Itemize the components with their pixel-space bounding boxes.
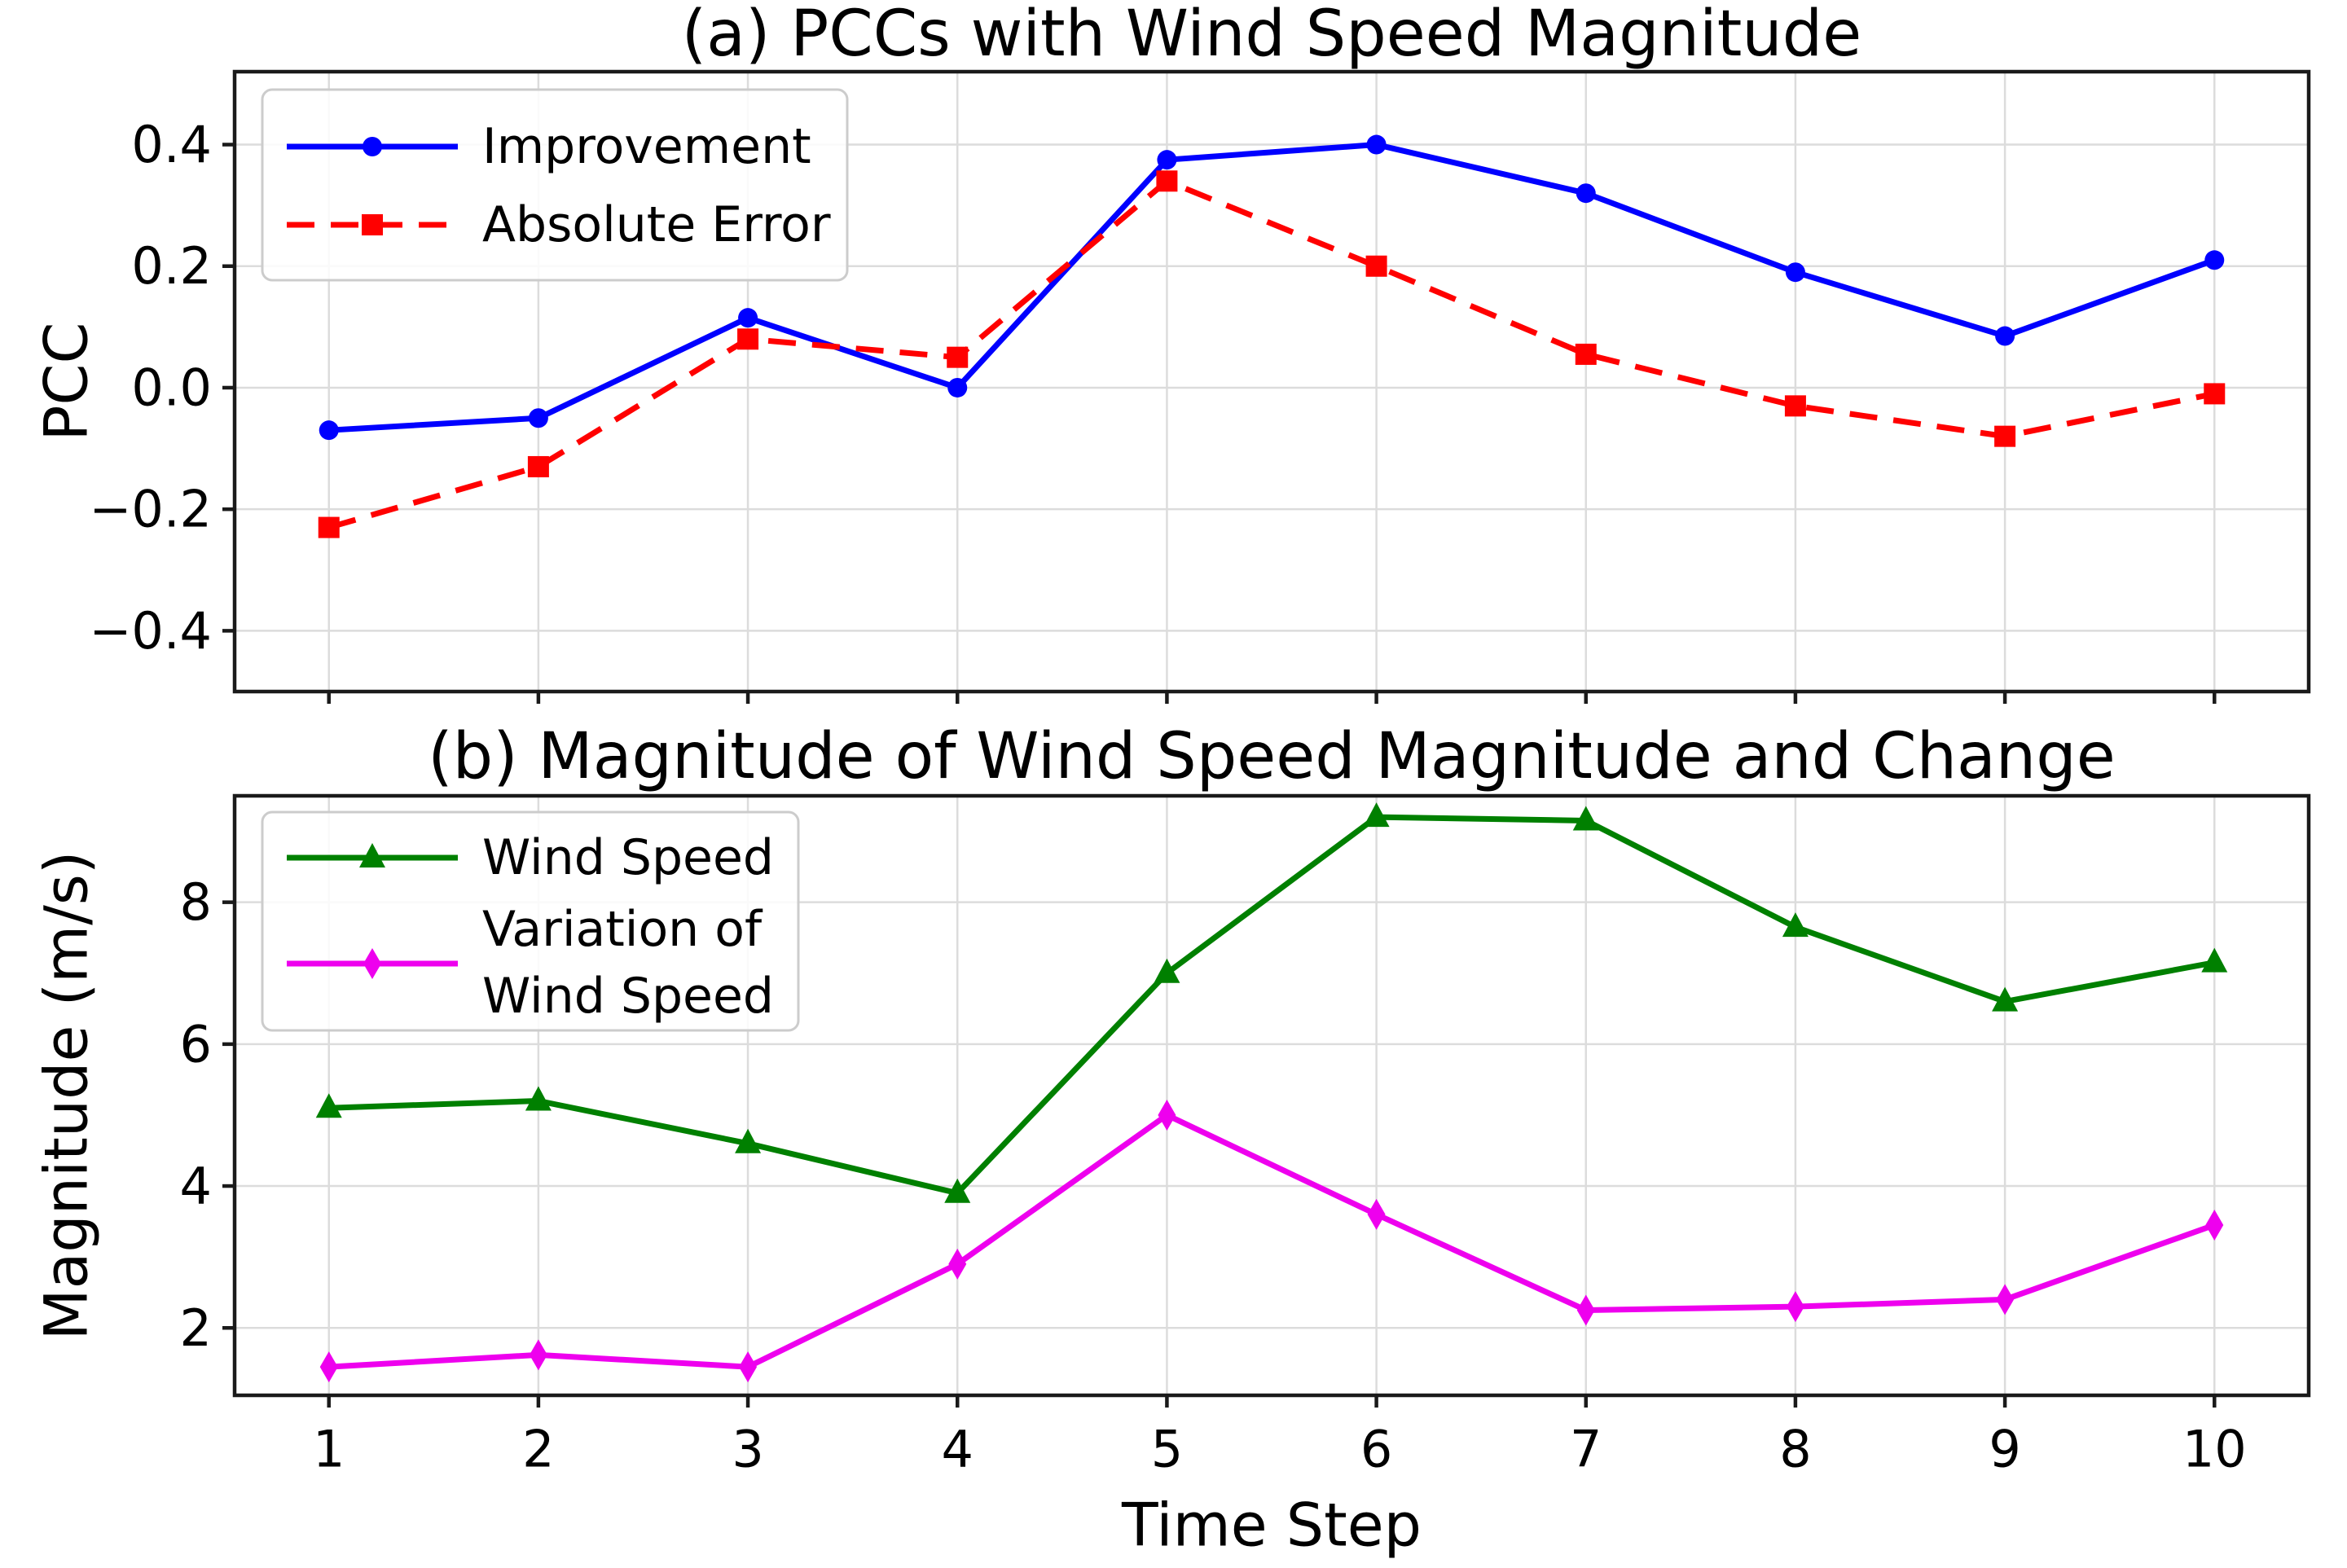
series-wind-speed — [315, 802, 2228, 1203]
y-tick-label: 0.4 — [131, 115, 212, 174]
data-point-wind-speed — [1363, 802, 1390, 828]
data-point-absolute-error — [1575, 343, 1597, 365]
x-tick-label: 2 — [522, 1420, 554, 1479]
data-point-improvement — [2204, 250, 2225, 270]
series-line-improvement — [326, 142, 2217, 433]
y-axis-label: Magnitude (m/s) — [33, 851, 102, 1341]
x-tick-label: 4 — [942, 1420, 974, 1479]
data-point-absolute-error — [1994, 425, 2016, 447]
axes-spines — [232, 793, 2311, 1398]
series-line-variation-of-wind-speed — [326, 1112, 2217, 1370]
axis-ticks — [222, 900, 2217, 1408]
data-point-absolute-error — [1365, 255, 1387, 277]
y-tick-label: 2 — [180, 1298, 212, 1358]
x-tick-label: 7 — [1570, 1420, 1602, 1479]
series-absolute-error — [318, 170, 2226, 538]
x-tick-label: 10 — [2182, 1420, 2247, 1479]
data-point-wind-speed — [315, 1093, 342, 1118]
legend: Improvement Absolute Error — [261, 88, 849, 282]
legend-marker-improvement — [363, 137, 382, 156]
data-point-variation-of-wind-speed — [319, 1351, 338, 1383]
chart-title: (a) PCCs with Wind Speed Magnitude — [682, 0, 1861, 71]
data-point-improvement — [738, 308, 758, 328]
series-variation-of-wind-speed — [319, 1099, 2224, 1383]
data-point-improvement — [1157, 150, 1177, 170]
legend-label-improvement: Improvement — [482, 118, 811, 175]
panel-pcc: 0.4 0.2 0.0 −0.2 −0.4 (a) PCCs with Wind Spee… — [33, 0, 2311, 704]
data-point-improvement — [1785, 262, 1805, 283]
legend-marker-variation-of-wind-speed — [363, 948, 381, 979]
data-point-wind-speed — [525, 1086, 552, 1111]
legend-box — [261, 810, 800, 1032]
data-point-improvement — [319, 420, 339, 441]
panel-magnitude: 1 2 3 4 5 6 7 8 9 10 8 6 4 2 (b) Magnitude of Wind Spe… — [33, 720, 2311, 1561]
data-point-absolute-error — [737, 328, 759, 350]
series-line-absolute-error — [327, 178, 2215, 530]
data-point-improvement — [1995, 326, 2015, 346]
x-axis-label: Time Step — [1121, 1491, 1422, 1561]
data-point-absolute-error — [947, 346, 969, 368]
x-tick-label: 5 — [1151, 1420, 1183, 1479]
data-point-variation-of-wind-speed — [1996, 1284, 2015, 1315]
data-point-wind-speed — [1154, 958, 1180, 983]
y-tick-label: 8 — [180, 872, 212, 932]
data-point-improvement — [1576, 183, 1596, 204]
data-point-variation-of-wind-speed — [948, 1248, 967, 1280]
chart-title: (b) Magnitude of Wind Speed Magnitude an… — [428, 720, 2116, 793]
data-point-variation-of-wind-speed — [2205, 1209, 2224, 1241]
data-point-variation-of-wind-speed — [739, 1351, 758, 1383]
data-point-wind-speed — [735, 1128, 762, 1153]
x-tick-label: 8 — [1779, 1420, 1811, 1479]
data-point-wind-speed — [2201, 947, 2228, 973]
legend-label-variation-of-wind-speed: Variation of — [482, 901, 763, 958]
y-tick-label: 0.2 — [131, 236, 212, 296]
data-point-variation-of-wind-speed — [1158, 1099, 1176, 1131]
data-point-wind-speed — [944, 1178, 971, 1203]
series-line-wind-speed — [326, 814, 2217, 1197]
legend-label-variation-of-wind-speed: Wind Speed — [482, 968, 774, 1025]
y-axis-label: PCC — [33, 323, 102, 441]
data-point-wind-speed — [1992, 986, 2019, 1012]
legend-label-wind-speed: Wind Speed — [482, 829, 774, 886]
data-point-variation-of-wind-speed — [1576, 1294, 1595, 1326]
data-point-absolute-error — [1156, 170, 1178, 192]
x-tick-label: 6 — [1360, 1420, 1392, 1479]
data-point-absolute-error — [1784, 395, 1806, 417]
y-tick-label: 0.0 — [131, 358, 212, 417]
data-point-variation-of-wind-speed — [1786, 1291, 1804, 1323]
axes-spines — [232, 69, 2311, 694]
data-point-improvement — [528, 408, 548, 428]
legend-marker-wind-speed — [359, 843, 385, 867]
legend-box — [261, 88, 849, 282]
data-point-wind-speed — [1782, 912, 1809, 938]
axis-ticks — [222, 143, 2217, 704]
legend-marker-absolute-error — [362, 214, 383, 235]
data-point-absolute-error — [318, 516, 340, 538]
legend-label-absolute-error: Absolute Error — [482, 196, 831, 253]
data-point-absolute-error — [527, 455, 549, 477]
data-point-improvement — [947, 377, 968, 397]
legend: Wind Speed Variation of Wind Speed — [261, 810, 800, 1032]
data-point-improvement — [1366, 134, 1387, 155]
y-tick-label: 6 — [180, 1014, 212, 1074]
x-tick-label: 1 — [313, 1420, 345, 1479]
x-tick-label: 3 — [732, 1420, 763, 1479]
data-point-wind-speed — [1572, 806, 1599, 831]
series-improvement — [319, 134, 2225, 441]
y-tick-label: −0.2 — [89, 480, 212, 539]
data-point-variation-of-wind-speed — [1367, 1198, 1386, 1230]
data-point-absolute-error — [2204, 383, 2226, 405]
y-tick-label: 4 — [180, 1157, 212, 1216]
x-tick-label: 9 — [1989, 1420, 2020, 1479]
data-point-variation-of-wind-speed — [529, 1339, 547, 1371]
y-tick-label: −0.4 — [89, 601, 212, 661]
